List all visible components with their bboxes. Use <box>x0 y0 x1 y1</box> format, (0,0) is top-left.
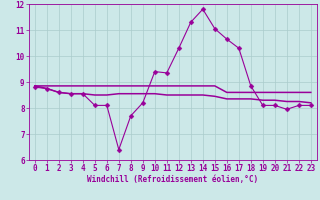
X-axis label: Windchill (Refroidissement éolien,°C): Windchill (Refroidissement éolien,°C) <box>87 175 258 184</box>
